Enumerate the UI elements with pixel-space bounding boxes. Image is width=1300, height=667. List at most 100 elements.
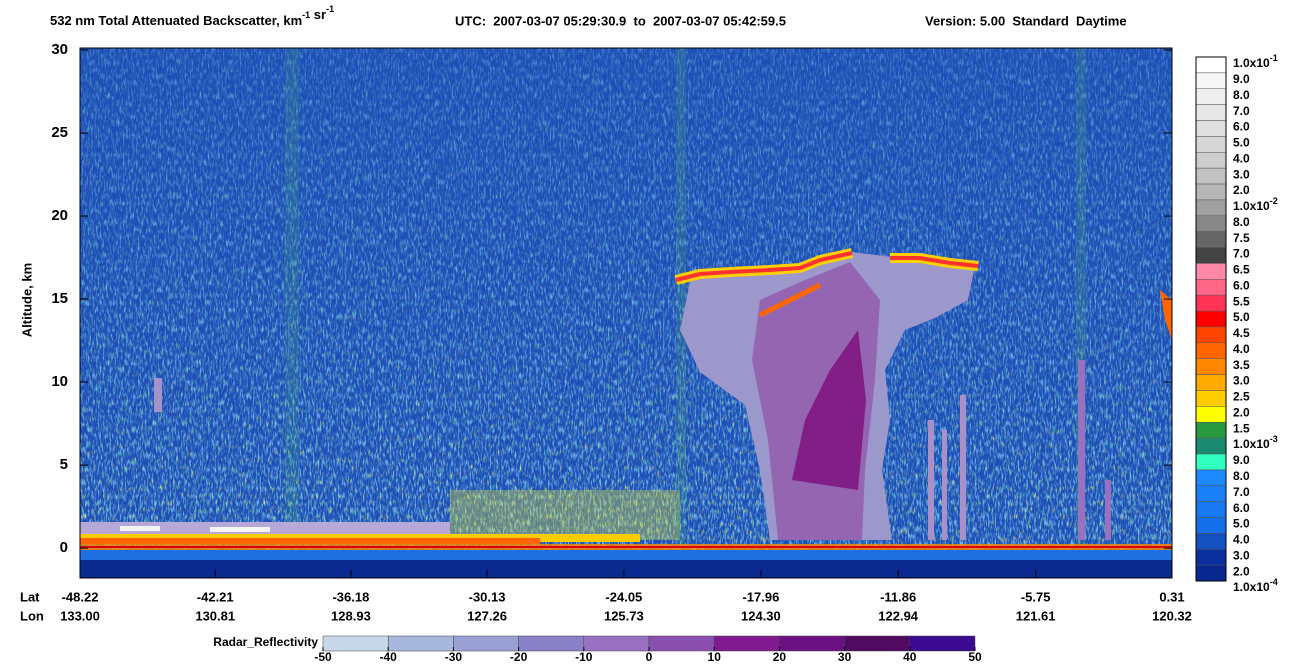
- radar-tick-label: 50: [968, 650, 982, 664]
- cloud-top: [890, 256, 979, 268]
- radar-tick-label: -40: [380, 650, 398, 664]
- colorbar-label: 1.0x10-2: [1233, 196, 1278, 213]
- colorbar-label: 3.5: [1233, 358, 1250, 372]
- x2-tick-label: 127.26: [467, 608, 507, 623]
- colorbar-swatch: [1195, 72, 1227, 90]
- cloud: [960, 395, 966, 540]
- radar-swatch: [779, 635, 845, 652]
- radar-tick-label: 20: [773, 650, 787, 664]
- colorbar-label: 1.0x10-3: [1233, 434, 1278, 451]
- colorbar-label: 4.0: [1233, 151, 1250, 165]
- y-tick-label: 15: [51, 290, 68, 307]
- colorbar-label: 9.0: [1233, 453, 1250, 467]
- radar-label: Radar_Reflectivity: [213, 635, 318, 649]
- x-tick-label: -30.13: [469, 589, 506, 604]
- subsurface: [80, 560, 1172, 578]
- colorbar-label: 4.0: [1233, 533, 1250, 547]
- colorbar-label: 8.0: [1233, 88, 1250, 102]
- radar-swatch: [518, 635, 585, 652]
- colorbar-label: 3.0: [1233, 167, 1250, 181]
- colorbar-label: 6.0: [1233, 120, 1250, 134]
- cloud-top: [675, 251, 853, 282]
- colorbar-swatch: [1195, 231, 1227, 248]
- title-utc: UTC: 2007-03-07 05:29:30.9 to 2007-03-07…: [455, 13, 786, 28]
- colorbar-swatch: [1195, 152, 1227, 169]
- colorbar-swatch: [1195, 374, 1227, 391]
- y-tick-label: 25: [51, 124, 68, 141]
- radar-swatch: [583, 635, 650, 652]
- radar-tick-label: -30: [445, 650, 463, 664]
- x-tick-label: -36.18: [332, 589, 369, 604]
- x-tick-label: -11.86: [880, 589, 916, 604]
- radar-swatch: [322, 635, 389, 652]
- colorbar-swatch: [1195, 358, 1227, 375]
- low-cloud: [210, 527, 270, 532]
- colorbar-label-base: 1.0x10: [1233, 437, 1270, 451]
- radar-tick-label: 10: [708, 650, 722, 664]
- radar-swatch: [387, 635, 454, 652]
- colorbar-swatch: [1195, 517, 1227, 534]
- subsurface: [80, 550, 1172, 560]
- colorbar-swatch: [1195, 406, 1227, 423]
- colorbar-label: 5.0: [1233, 517, 1250, 531]
- colorbar-swatch: [1195, 326, 1227, 344]
- colorbar-label: 5.0: [1233, 136, 1250, 150]
- colorbar-swatch: [1195, 453, 1227, 471]
- colorbar-swatch: [1195, 183, 1227, 201]
- radar-tick-label: -20: [510, 650, 528, 664]
- colorbar-swatch: [1195, 501, 1227, 518]
- colorbar-label-exp: -2: [1270, 196, 1278, 206]
- colorbar-label: 6.5: [1233, 263, 1250, 277]
- aerosol-layer: [450, 490, 680, 540]
- colorbar-label: 4.5: [1233, 326, 1250, 340]
- radar-swatch: [648, 635, 715, 652]
- colorbar-label: 2.5: [1233, 390, 1250, 404]
- speckle-yellow: [80, 48, 1172, 578]
- colorbar-swatch: [1195, 199, 1227, 217]
- radar-swatch: [909, 635, 976, 652]
- colorbar-label: 7.5: [1233, 231, 1250, 245]
- colorbar-label-base: 1.0x10: [1233, 199, 1270, 213]
- streak: [285, 48, 299, 548]
- plot-frame: [79, 47, 1173, 579]
- colorbar-label: 1.0x10-1: [1233, 53, 1278, 70]
- y-tick-label: 10: [51, 373, 68, 390]
- colorbar-label: 5.5: [1233, 294, 1250, 308]
- colorbar-swatch: [1195, 56, 1227, 74]
- colorbar-swatch: [1195, 136, 1227, 153]
- x2-tick-label: 122.94: [878, 608, 919, 623]
- colorbar-swatch: [1195, 310, 1227, 328]
- x2-axis-label: Lon: [20, 608, 44, 623]
- x2-tick-label: 128.93: [331, 608, 371, 623]
- chart-title: 532 nm Total Attenuated Backscatter, km-…: [50, 4, 334, 28]
- title-text: 532 nm Total Attenuated Backscatter, km: [50, 13, 302, 28]
- title-text: sr: [310, 7, 326, 22]
- y-tick-label: 0: [60, 539, 68, 556]
- streak: [676, 48, 686, 548]
- cloud: [942, 430, 947, 540]
- x2-tick-label: 130.81: [195, 608, 235, 623]
- boundary-layer: [80, 538, 540, 544]
- y-tick-label: 5: [60, 456, 68, 473]
- radar-tick-label: 40: [903, 650, 917, 664]
- colorbar-label: 1.0x10-4: [1233, 577, 1278, 594]
- colorbar-label: 3.0: [1233, 548, 1250, 562]
- colorbar-label: 5.0: [1233, 310, 1250, 324]
- colorbar-label: 1.5: [1233, 421, 1250, 435]
- colorbar-swatch: [1195, 564, 1227, 582]
- colorbar-label-exp: -1: [1270, 53, 1278, 63]
- colorbar-label-exp: -4: [1270, 577, 1278, 587]
- x-tick-label: -48.22: [62, 589, 99, 604]
- cloud: [1078, 360, 1085, 540]
- cloud: [928, 420, 934, 540]
- x2-tick-label: 133.00: [60, 608, 100, 623]
- radar-tick-label: 0: [646, 650, 653, 664]
- colorbar-swatch: [1195, 533, 1227, 550]
- colorbar-swatch: [1195, 279, 1227, 296]
- colorbar-label-exp: -3: [1270, 434, 1278, 444]
- colorbar-label: 7.0: [1233, 247, 1250, 261]
- colorbar-swatch: [1195, 247, 1227, 264]
- convective-core-dense: [792, 330, 866, 490]
- cloud: [154, 378, 162, 412]
